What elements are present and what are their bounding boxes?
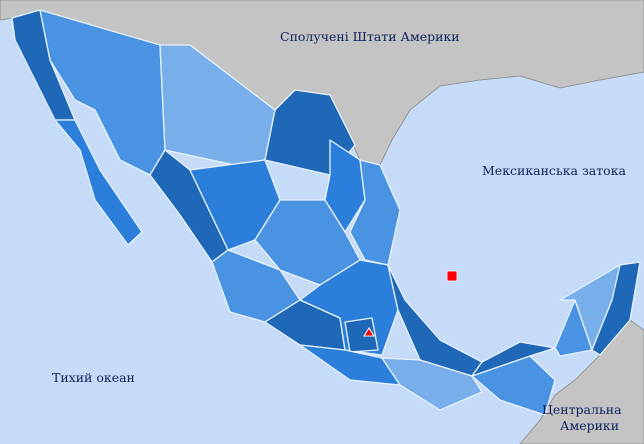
central-america-land — [519, 319, 644, 444]
state-baja-california-sur[interactable] — [54, 119, 143, 246]
label-central-america-1: Центральна — [542, 402, 622, 417]
square-marker — [446, 270, 458, 282]
state-oaxaca[interactable] — [381, 357, 483, 411]
label-gulf-of-mexico: Мексиканська затока — [482, 163, 626, 178]
state-zacatecas[interactable] — [254, 199, 361, 286]
capital-marker — [363, 327, 375, 337]
state-guerrero[interactable] — [299, 344, 401, 386]
state-tabasco[interactable] — [471, 341, 556, 377]
state-mexico[interactable] — [344, 317, 379, 353]
label-usa: Сполучені Штати Америки — [280, 29, 460, 44]
label-pacific-ocean: Тихий океан — [52, 370, 135, 385]
label-central-america-2: Америки — [560, 418, 620, 433]
states — [11, 9, 641, 416]
state-quintana-roo[interactable] — [591, 261, 641, 356]
